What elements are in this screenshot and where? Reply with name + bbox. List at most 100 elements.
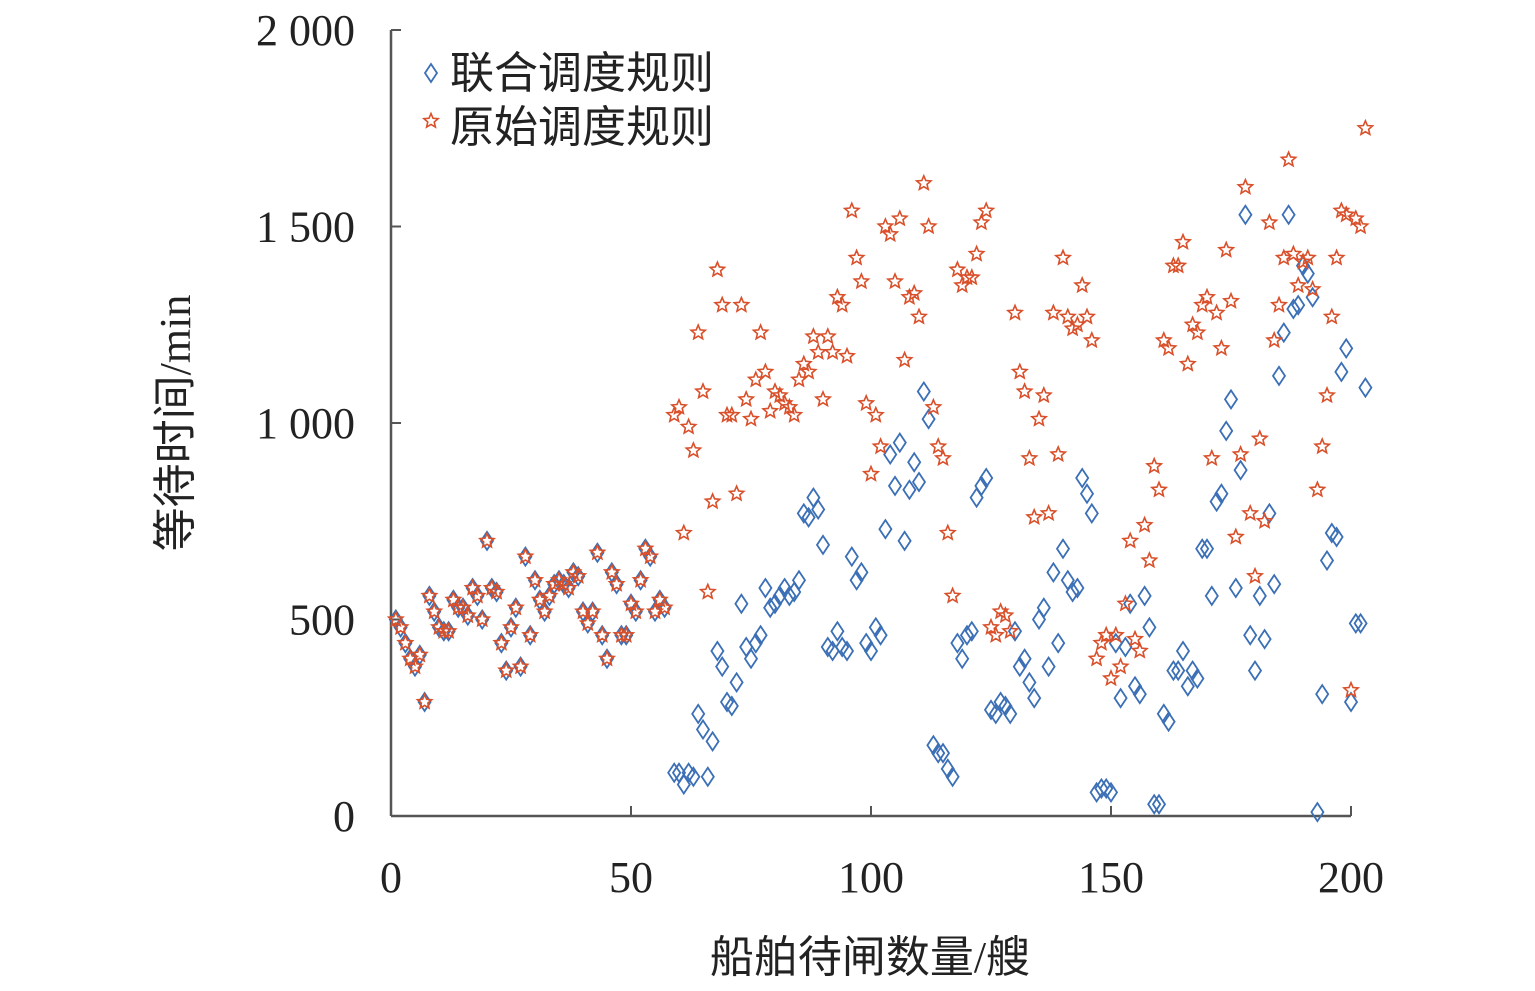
data-point-star bbox=[890, 209, 909, 227]
data-point-star bbox=[914, 173, 933, 192]
data-point-star bbox=[866, 405, 885, 423]
data-point-star bbox=[477, 531, 497, 549]
data-point-diamond bbox=[1180, 675, 1195, 697]
data-point-diamond bbox=[1219, 420, 1234, 442]
data-point-star bbox=[665, 405, 684, 423]
data-point-diamond bbox=[1012, 656, 1027, 678]
data-point-diamond bbox=[1271, 365, 1287, 387]
data-point-star bbox=[650, 590, 669, 608]
data-point-diamond bbox=[710, 640, 725, 662]
x-axis-title: 船舶待闸数量/艘 bbox=[710, 933, 1030, 982]
data-point-diamond bbox=[878, 518, 893, 540]
legend-diamond-icon bbox=[423, 62, 439, 84]
data-point-star bbox=[1236, 177, 1255, 195]
series-1 bbox=[388, 204, 1373, 823]
data-point-star bbox=[977, 201, 996, 219]
data-point-star bbox=[751, 323, 770, 341]
data-point-star bbox=[391, 617, 410, 636]
data-point-star bbox=[693, 381, 713, 400]
data-point-star bbox=[876, 216, 895, 235]
data-point-diamond bbox=[1166, 659, 1181, 682]
y-tick-label: 0 bbox=[333, 792, 355, 841]
data-point-star bbox=[1058, 307, 1077, 325]
x-tick-label: 100 bbox=[838, 853, 904, 902]
data-point-star bbox=[1293, 252, 1313, 270]
data-point-star bbox=[1049, 444, 1068, 463]
data-point-diamond bbox=[695, 718, 711, 741]
data-point-diamond bbox=[1027, 687, 1042, 709]
data-point-diamond bbox=[873, 624, 888, 646]
data-point-diamond bbox=[1036, 597, 1051, 619]
data-point-star bbox=[885, 271, 905, 290]
data-point-star bbox=[1241, 503, 1260, 522]
data-point-star bbox=[981, 617, 1001, 636]
data-point-diamond bbox=[887, 475, 903, 497]
data-point-star bbox=[1149, 480, 1169, 498]
data-point-star bbox=[794, 354, 813, 372]
data-point-star bbox=[1140, 550, 1159, 569]
data-point-star bbox=[842, 201, 861, 219]
data-point-diamond bbox=[979, 467, 994, 489]
data-point-star bbox=[621, 594, 641, 612]
data-point-star bbox=[905, 283, 924, 302]
series-layer bbox=[386, 118, 1375, 823]
data-point-diamond bbox=[892, 432, 907, 454]
data-point-diamond bbox=[1214, 483, 1229, 505]
data-point-star bbox=[535, 602, 554, 620]
data-point-diamond bbox=[1286, 298, 1301, 320]
data-point-star bbox=[463, 578, 482, 596]
data-point-diamond bbox=[1079, 483, 1095, 505]
data-point-star bbox=[1020, 448, 1039, 467]
data-point-star bbox=[1039, 503, 1058, 522]
data-point-star bbox=[1188, 323, 1207, 341]
data-point-diamond bbox=[724, 695, 739, 717]
data-point-star bbox=[669, 397, 689, 416]
data-point-star bbox=[703, 492, 722, 510]
data-point-star bbox=[458, 606, 477, 624]
data-point-diamond bbox=[1003, 703, 1018, 725]
data-point-star bbox=[1159, 338, 1178, 357]
data-point-star bbox=[1221, 291, 1241, 309]
data-point-star bbox=[1101, 668, 1121, 687]
data-point-star bbox=[986, 625, 1005, 643]
data-point-star bbox=[1284, 244, 1303, 262]
data-point-star bbox=[1193, 295, 1212, 313]
data-point-diamond bbox=[815, 534, 831, 556]
data-point-diamond bbox=[729, 671, 744, 694]
data-point-diamond bbox=[1276, 321, 1291, 344]
data-point-diamond bbox=[1147, 793, 1162, 815]
data-point-star bbox=[1356, 118, 1375, 136]
data-point-star bbox=[1082, 330, 1101, 349]
data-point-star bbox=[602, 562, 621, 581]
data-point-star bbox=[789, 370, 809, 388]
data-point-diamond bbox=[1315, 683, 1330, 705]
series-2 bbox=[386, 118, 1375, 710]
data-point-star bbox=[1202, 448, 1221, 467]
data-point-star bbox=[593, 625, 612, 643]
data-point-star bbox=[583, 602, 602, 620]
legend-star-icon bbox=[421, 111, 441, 129]
data-point-star bbox=[1164, 256, 1183, 274]
x-tick-label: 150 bbox=[1078, 853, 1144, 902]
data-point-diamond bbox=[902, 479, 917, 501]
data-point-star bbox=[511, 657, 530, 675]
legend-label-series-1: 联合调度规则 bbox=[450, 49, 714, 98]
data-point-star bbox=[813, 389, 833, 408]
data-point-star bbox=[828, 287, 847, 305]
data-point-star bbox=[1169, 256, 1188, 274]
data-point-star bbox=[1322, 307, 1341, 325]
data-point-diamond bbox=[1204, 585, 1219, 607]
legend-label-series-2: 原始调度规则 bbox=[450, 103, 714, 152]
data-point-star bbox=[588, 543, 607, 561]
data-point-star bbox=[727, 484, 746, 502]
data-point-star bbox=[641, 547, 660, 565]
data-point-diamond bbox=[1329, 526, 1344, 548]
data-point-star bbox=[1217, 240, 1236, 258]
data-point-star bbox=[521, 625, 540, 643]
data-point-star bbox=[626, 602, 645, 620]
data-point-star bbox=[497, 661, 516, 679]
data-point-star bbox=[1005, 303, 1025, 321]
data-point-diamond bbox=[1267, 573, 1282, 595]
data-point-diamond bbox=[772, 585, 787, 607]
data-point-star bbox=[948, 260, 967, 278]
